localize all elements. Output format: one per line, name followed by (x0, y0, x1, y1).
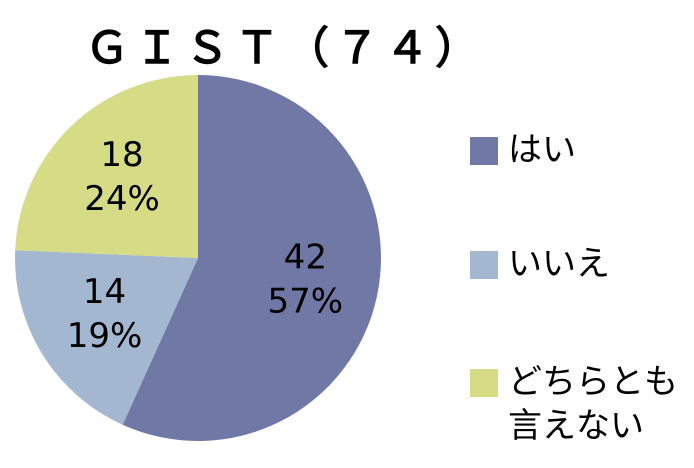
data-label: 18 (100, 135, 143, 175)
legend-item: いいえ (470, 242, 610, 286)
legend-swatch (470, 251, 498, 279)
data-label: 42 (284, 238, 327, 278)
legend-item: どちらとも 言えない (470, 360, 678, 448)
pie-slice (122, 75, 382, 441)
legend-label: はい (508, 130, 576, 170)
pie-slice (15, 75, 199, 258)
legend-label: どちらとも 言えない (508, 362, 678, 446)
percent-label: 19% (67, 316, 143, 356)
legend-swatch (470, 137, 498, 165)
chart-title: ＧＩＳＴ（７４） (85, 23, 485, 74)
legend-swatch (470, 369, 498, 397)
legend-label: いいえ (508, 244, 610, 284)
pie-slice (15, 250, 199, 425)
percent-label: 24% (84, 179, 160, 219)
percent-label: 57% (268, 282, 344, 322)
data-label: 14 (83, 272, 126, 312)
legend-item: はい (470, 128, 576, 172)
